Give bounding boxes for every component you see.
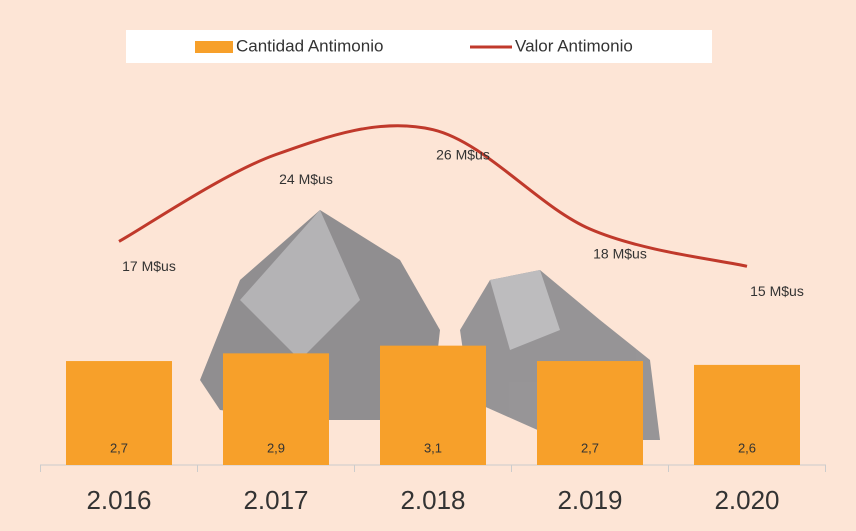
bar-value-label: 2,9 bbox=[267, 440, 285, 455]
x-tick-label: 2.016 bbox=[86, 485, 151, 515]
legend-swatch bbox=[195, 41, 233, 53]
bar bbox=[694, 364, 800, 465]
x-tick-label: 2.019 bbox=[557, 485, 622, 515]
legend-label: Valor Antimonio bbox=[515, 36, 633, 55]
line-value-label: 24 M$us bbox=[279, 171, 333, 187]
line-value-label: 18 M$us bbox=[593, 246, 647, 262]
x-tick-label: 2.020 bbox=[714, 485, 779, 515]
bar-value-label: 2,7 bbox=[581, 440, 599, 455]
x-tick-label: 2.018 bbox=[400, 485, 465, 515]
legend: Cantidad Antimonio Valor Antimonio bbox=[195, 36, 633, 55]
bar-value-label: 3,1 bbox=[424, 440, 442, 455]
bar-value-label: 2,7 bbox=[110, 440, 128, 455]
x-tick-label: 2.017 bbox=[243, 485, 308, 515]
line bbox=[118, 124, 748, 268]
legend-label: Cantidad Antimonio bbox=[236, 36, 383, 55]
line-value-label: 15 M$us bbox=[750, 283, 804, 299]
bar bbox=[223, 353, 329, 465]
bar bbox=[537, 361, 643, 465]
line-value-label: 26 M$us bbox=[436, 146, 490, 162]
bar bbox=[380, 345, 486, 465]
bar bbox=[66, 361, 172, 465]
bar-value-label: 2,6 bbox=[738, 440, 756, 455]
line-value-label: 17 M$us bbox=[122, 258, 176, 274]
